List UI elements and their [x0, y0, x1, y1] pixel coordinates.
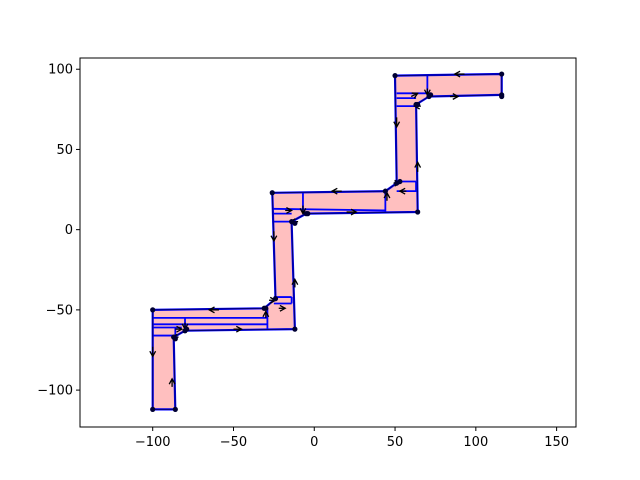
arrow — [149, 346, 157, 358]
arrow — [453, 70, 465, 78]
shape-fill — [152, 74, 502, 410]
x-tick-label: −50 — [220, 435, 247, 450]
x-tick-label: −100 — [135, 435, 171, 450]
x-axis-ticks: −100 −50 0 50 100 150 — [135, 427, 569, 450]
node — [184, 326, 190, 332]
arrow — [410, 92, 419, 99]
inner-line — [272, 207, 386, 212]
arrow — [270, 231, 278, 243]
x-tick-label: 150 — [544, 435, 569, 450]
arrow — [299, 205, 307, 215]
node — [263, 305, 269, 311]
node — [269, 190, 275, 196]
y-tick-label: 0 — [65, 223, 73, 238]
arrow — [285, 206, 294, 214]
arrow — [278, 304, 287, 312]
inner-lines — [152, 75, 429, 337]
arrow — [414, 160, 422, 172]
node — [427, 92, 434, 98]
node — [292, 326, 298, 332]
node — [305, 211, 311, 217]
node — [272, 296, 279, 302]
node — [415, 209, 421, 215]
shape-outline-edge — [152, 73, 503, 410]
node — [172, 406, 178, 412]
node — [172, 336, 178, 342]
plot-area — [149, 70, 505, 412]
arrow — [346, 208, 358, 216]
axes-frame — [79, 57, 577, 428]
x-tick-label: 50 — [387, 435, 404, 450]
node — [397, 178, 403, 185]
node — [382, 188, 388, 194]
x-tick-label: 0 — [310, 435, 318, 450]
arrow — [207, 306, 219, 314]
arrow — [330, 187, 342, 195]
y-tick-label: −100 — [37, 384, 73, 399]
arrow — [398, 187, 407, 195]
node — [150, 406, 156, 412]
arrow — [393, 117, 401, 129]
arrow — [262, 310, 270, 318]
y-tick-label: 50 — [56, 143, 73, 158]
arrow — [449, 93, 460, 100]
arrow — [233, 325, 243, 333]
y-tick-label: 100 — [48, 63, 73, 78]
y-axis-ticks: −100 −50 0 50 100 — [37, 63, 80, 399]
arrow — [291, 278, 299, 288]
node — [392, 73, 398, 79]
nodes — [150, 71, 505, 412]
arrow — [168, 377, 176, 387]
arrow — [175, 325, 184, 333]
x-tick-label: 100 — [463, 435, 488, 450]
node — [415, 101, 421, 108]
node — [499, 71, 505, 77]
y-tick-label: −50 — [46, 303, 73, 318]
node — [499, 93, 505, 100]
node — [292, 220, 298, 226]
node — [150, 307, 156, 313]
